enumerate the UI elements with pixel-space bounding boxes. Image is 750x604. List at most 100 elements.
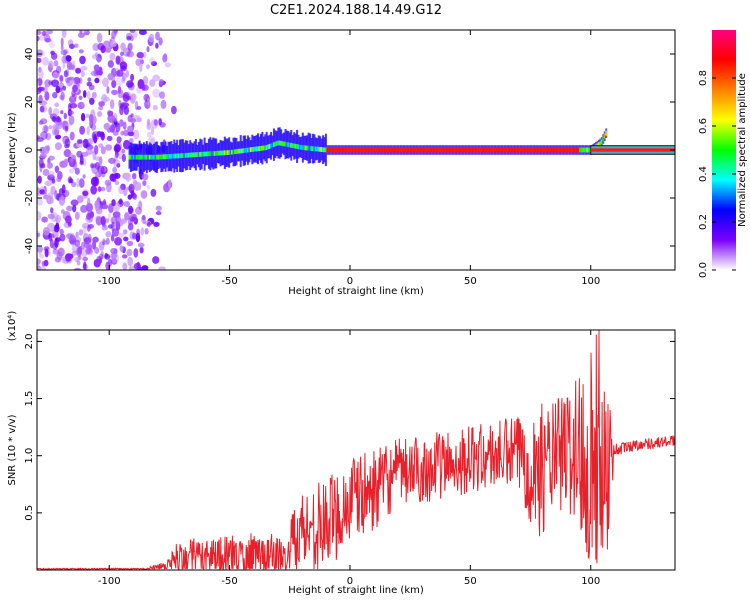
signal-core	[270, 143, 273, 149]
signal-core	[200, 151, 203, 157]
signal-core	[202, 151, 205, 157]
signal-core	[428, 147, 431, 153]
noise-cell	[120, 130, 125, 136]
signal-core	[171, 153, 174, 159]
signal-core	[402, 147, 405, 153]
x-tick-label: -50	[221, 576, 237, 587]
signal-core	[501, 147, 504, 153]
noise-cell	[58, 196, 66, 206]
signal-core	[304, 145, 307, 151]
signal-core	[327, 147, 330, 153]
signal-core	[233, 149, 236, 155]
noise-cell	[109, 99, 115, 109]
signal-core	[210, 151, 213, 156]
noise-cell	[47, 162, 53, 169]
signal-core	[439, 147, 442, 153]
noise-cell	[62, 85, 67, 91]
signal-core	[335, 147, 338, 153]
noise-cell	[141, 173, 149, 181]
signal-core	[140, 154, 142, 160]
noise-cell	[116, 136, 122, 144]
noise-cell	[39, 105, 45, 113]
signal-core	[144, 154, 147, 160]
noise-cell	[121, 153, 126, 163]
noise-cell	[83, 237, 92, 245]
signal-core	[389, 147, 392, 153]
noise-cell	[144, 228, 149, 235]
signal-core	[468, 147, 470, 153]
noise-cell	[63, 112, 67, 120]
signal-core	[378, 147, 381, 153]
noise-cell	[54, 142, 62, 151]
noise-cell	[43, 192, 47, 197]
signal-core	[285, 142, 288, 147]
noise-cell	[127, 42, 133, 52]
noise-cell	[102, 77, 109, 88]
noise-cell	[37, 86, 45, 92]
noise-cell	[80, 113, 86, 122]
signal-core	[306, 145, 309, 151]
noise-cell	[111, 251, 118, 259]
noise-cell	[126, 80, 134, 88]
signal-core	[330, 147, 333, 153]
signal-core	[603, 133, 606, 139]
noise-cell	[119, 61, 128, 70]
noise-cell	[37, 232, 41, 237]
signal-core	[410, 147, 413, 153]
x-tick-label: 100	[581, 576, 600, 587]
noise-cell	[91, 54, 98, 60]
noise-cell	[118, 99, 122, 109]
noise-cell	[70, 232, 75, 243]
noise-cell	[112, 166, 117, 174]
signal-core	[495, 147, 498, 153]
signal-core	[566, 147, 569, 153]
signal-core	[421, 147, 424, 153]
noise-cell	[108, 203, 114, 214]
signal-core	[476, 147, 479, 153]
signal-core	[582, 147, 585, 153]
noise-cell	[46, 145, 50, 152]
noise-cell	[80, 70, 85, 78]
noise-cell	[98, 105, 104, 111]
noise-cell	[55, 222, 59, 230]
y-tick-label: 40	[24, 48, 35, 61]
signal-core	[128, 154, 131, 160]
noise-cell	[83, 261, 87, 270]
signal-core	[554, 147, 557, 153]
noise-cell	[141, 214, 146, 221]
noise-cell	[128, 137, 134, 144]
noise-cell	[107, 73, 114, 81]
noise-cell	[56, 65, 62, 74]
signal-core	[333, 147, 336, 153]
signal-core	[232, 149, 235, 155]
signal-core	[186, 152, 189, 158]
signal-core	[343, 147, 346, 153]
noise-cell	[158, 266, 166, 270]
noise-cell	[48, 170, 55, 178]
signal-core	[339, 147, 342, 153]
signal-core	[455, 147, 457, 153]
noise-cell	[139, 247, 144, 254]
signal-core	[475, 147, 478, 153]
noise-cell	[39, 153, 47, 159]
noise-cell	[60, 91, 65, 101]
x-tick-label: -50	[221, 276, 237, 287]
signal-core	[420, 147, 423, 153]
noise-cell	[145, 64, 150, 70]
signal-core	[322, 147, 325, 152]
signal-core	[511, 147, 514, 153]
signal-core	[363, 147, 366, 153]
noise-cell	[73, 267, 82, 270]
colorbar-tick-label: 0.6	[698, 118, 709, 134]
noise-cell	[92, 43, 100, 52]
noise-cell	[149, 79, 156, 87]
noise-cell	[44, 248, 49, 258]
noise-cell	[140, 190, 148, 199]
noise-cell	[129, 30, 136, 34]
noise-cell	[47, 60, 54, 69]
noise-cell	[130, 118, 137, 123]
signal-core	[258, 146, 261, 151]
noise-cell	[48, 232, 53, 242]
signal-core	[132, 154, 135, 160]
